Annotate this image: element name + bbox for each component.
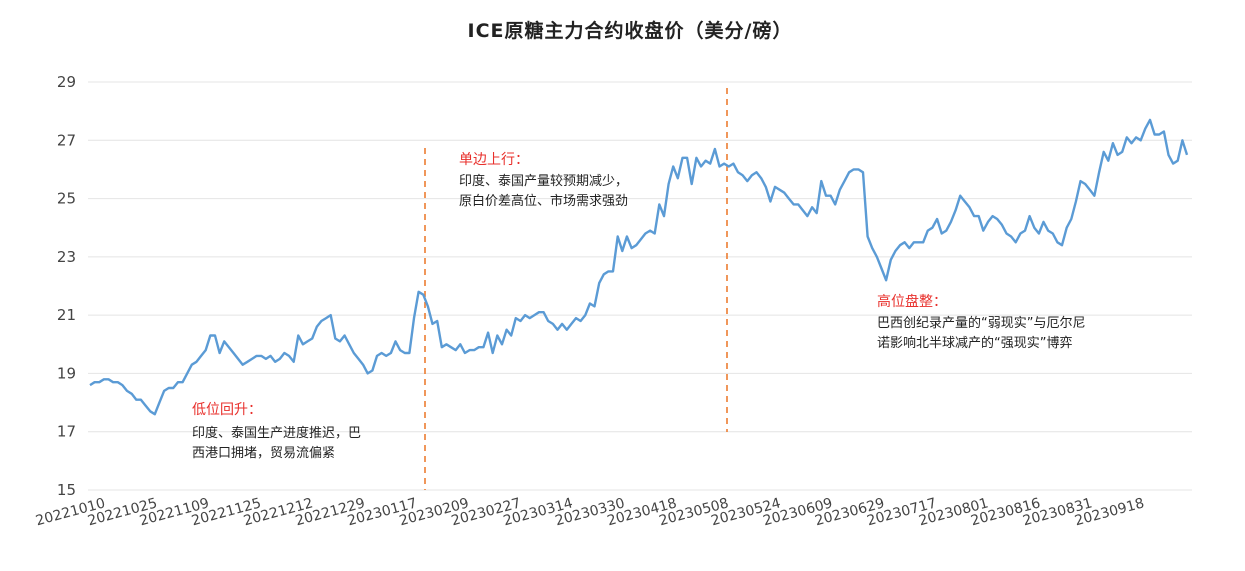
annotation-consolidation: 高位盘整： 巴西创纪录产量的“弱现实”与厄尔尼 诺影响北半球减产的“强现实”博弈 (877, 293, 1085, 351)
y-tick-label: 15 (57, 481, 76, 499)
annotation-line: 原白价差高位、市场需求强劲 (459, 193, 628, 209)
annotation-heading: 单边上行： (459, 152, 529, 168)
y-tick-label: 25 (57, 190, 76, 208)
x-axis-ticks: 2022101020221025202211092022112520221212… (34, 495, 1146, 529)
y-tick-label: 23 (57, 248, 76, 266)
annotation-uptrend: 单边上行： 印度、泰国产量较预期减少， 原白价差高位、市场需求强劲 (459, 152, 628, 209)
annotation-line: 巴西创纪录产量的“弱现实”与厄尔尼 (877, 315, 1085, 331)
chart-title: ICE原糖主力合约收盘价（美分/磅） (468, 19, 793, 42)
annotation-line: 印度、泰国生产进度推迟，巴 (192, 425, 361, 441)
series-line (89, 118, 1189, 416)
y-axis-ticks: 15 17 19 21 23 25 27 29 (57, 73, 76, 499)
y-tick-label: 27 (57, 131, 76, 149)
annotation-heading: 低位回升： (192, 402, 262, 418)
series-layer (89, 118, 1189, 416)
annotation-line: 印度、泰国产量较预期减少， (459, 173, 628, 189)
y-tick-label: 21 (57, 306, 76, 324)
annotation-low-rebound: 低位回升： 印度、泰国生产进度推迟，巴 西港口拥堵，贸易流偏紧 (192, 402, 361, 461)
annotation-line: 西港口拥堵，贸易流偏紧 (192, 446, 335, 461)
phase-dividers (424, 88, 728, 490)
annotation-heading: 高位盘整： (877, 293, 947, 310)
y-tick-label: 17 (57, 423, 76, 441)
annotation-line: 诺影响北半球减产的“强现实”博弈 (877, 335, 1072, 351)
y-tick-label: 19 (57, 364, 76, 382)
grid-lines (88, 81, 1192, 491)
y-tick-label: 29 (57, 73, 76, 91)
